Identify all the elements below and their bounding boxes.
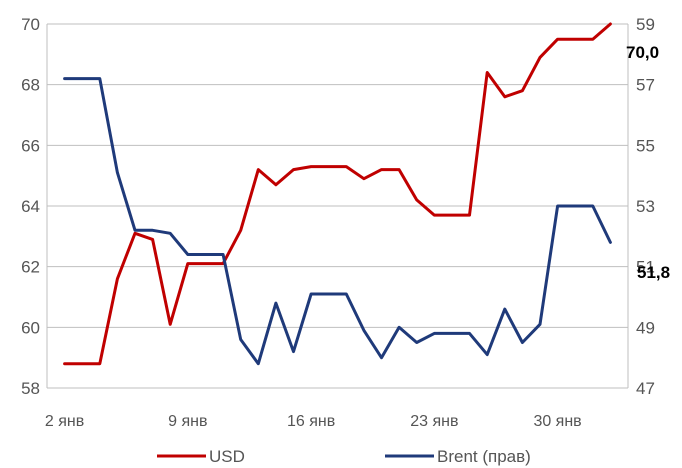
x-tick-label: 2 янв	[45, 413, 84, 430]
brent-end-value-label: 51,8	[637, 263, 670, 282]
gridlines	[47, 23, 628, 389]
right-tick-label: 47	[636, 379, 655, 398]
left-tick-label: 70	[21, 15, 40, 34]
right-axis-ticks: 47 49 51 53 55 57 59	[636, 15, 655, 398]
right-tick-label: 59	[636, 15, 655, 34]
right-tick-label: 51	[636, 258, 655, 277]
legend-usd-label: USD	[209, 447, 245, 466]
x-tick-label: 30 янв	[533, 413, 581, 430]
left-tick-label: 62	[21, 258, 40, 277]
legend-brent-label: Brent (прав)	[437, 447, 531, 466]
left-axis-ticks: 58 60 62 64 66 68 70	[21, 15, 40, 398]
x-tick-label: 16 янв	[287, 413, 335, 430]
right-tick-label: 53	[636, 197, 655, 216]
x-axis-ticks: 2 янв 9 янв 16 янв 23 янв 30 янв	[45, 413, 582, 430]
usd-end-value-label: 70,0	[626, 43, 659, 62]
right-tick-label: 55	[636, 136, 655, 155]
left-tick-label: 58	[21, 379, 40, 398]
x-tick-label: 9 янв	[168, 413, 207, 430]
legend: USD Brent (прав)	[157, 447, 531, 466]
left-tick-label: 68	[21, 76, 40, 95]
left-tick-label: 64	[21, 197, 40, 216]
x-tick-label: 23 янв	[410, 413, 458, 430]
left-tick-label: 66	[21, 136, 40, 155]
right-tick-label: 57	[636, 76, 655, 95]
series-lines	[63, 22, 612, 366]
left-tick-label: 60	[21, 318, 40, 337]
brent-series-line	[63, 77, 612, 366]
usd-series-line	[63, 22, 612, 366]
right-tick-label: 49	[636, 318, 655, 337]
